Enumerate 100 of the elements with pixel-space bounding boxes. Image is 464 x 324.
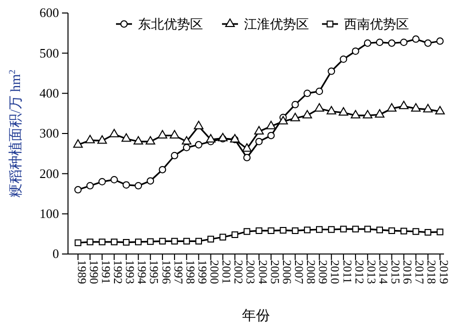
point [244, 228, 250, 235]
point [267, 132, 275, 140]
point [146, 177, 154, 185]
x-tick-label: 2019 [436, 260, 451, 284]
x-tick-label: 2006 [280, 260, 294, 284]
point [266, 120, 276, 130]
point [121, 133, 132, 142]
point [147, 238, 154, 245]
x-tick-label: 1997 [171, 260, 186, 284]
point [316, 88, 324, 96]
point [232, 231, 238, 238]
point [328, 68, 336, 75]
point [280, 226, 286, 234]
point [170, 130, 180, 138]
point [85, 134, 95, 144]
point [182, 144, 190, 152]
point [340, 226, 347, 232]
x-tick-label: 2013 [364, 260, 378, 284]
point [195, 238, 202, 244]
point [110, 238, 118, 246]
point [98, 238, 106, 246]
point [74, 186, 82, 194]
point [73, 139, 83, 148]
point [374, 109, 384, 118]
point [243, 154, 251, 162]
point [110, 176, 118, 184]
y-tick-label: 200 [40, 166, 59, 181]
point [86, 238, 94, 246]
point [170, 152, 178, 160]
point [362, 110, 372, 118]
point [376, 38, 384, 46]
point [338, 107, 348, 116]
point [86, 182, 94, 190]
point [74, 239, 82, 246]
point [122, 181, 130, 189]
point [435, 106, 445, 114]
y-tick-label: 500 [40, 45, 59, 60]
point [388, 227, 396, 234]
point [386, 103, 397, 112]
x-tick-label: 2000 [208, 260, 222, 284]
point [242, 143, 252, 152]
point [158, 166, 166, 174]
point [254, 126, 264, 134]
point [194, 120, 204, 130]
x-tick-label: 1990 [86, 260, 101, 284]
point [292, 227, 299, 234]
y-tick-label: 400 [40, 85, 59, 100]
point [352, 47, 360, 55]
point [436, 228, 444, 236]
point [400, 228, 408, 234]
x-tick-label: 2012 [352, 260, 366, 284]
point [134, 136, 144, 145]
point [399, 100, 409, 110]
point [278, 116, 288, 124]
x-tick-label: 2016 [400, 260, 415, 284]
y-tick-label: 0 [52, 246, 59, 262]
x-tick-label: 2018 [424, 260, 439, 284]
x-tick-label: 2003 [244, 260, 258, 284]
point [340, 56, 348, 63]
x-tick-label: 1989 [74, 260, 89, 284]
point [122, 239, 130, 246]
point [314, 103, 324, 112]
point [98, 178, 106, 186]
x-tick-label: 2010 [328, 260, 342, 284]
point [423, 104, 433, 112]
x-tick-label: 2001 [220, 260, 234, 284]
x-tick-label: 1992 [111, 260, 125, 284]
x-tick-label: 2005 [268, 260, 282, 284]
point [436, 37, 444, 45]
x-tick-label: 2004 [256, 260, 270, 284]
point [219, 234, 226, 240]
x-tick-label: 2015 [388, 260, 403, 284]
point [290, 112, 300, 122]
point [109, 128, 119, 138]
point [412, 35, 420, 43]
point [206, 134, 216, 143]
legend-label: 东北优势区 [138, 16, 203, 32]
point [302, 110, 312, 118]
point [388, 39, 396, 47]
point [134, 182, 142, 190]
x-tick-label: 2014 [376, 260, 390, 284]
y-tick-label: 600 [40, 5, 59, 20]
point [304, 226, 311, 234]
point [411, 103, 421, 112]
point [207, 236, 214, 242]
x-tick-label: 2009 [316, 260, 330, 284]
x-tick-label: 1991 [98, 260, 113, 284]
y-tick-label: 300 [40, 126, 59, 141]
legend-label: 西南优势区 [344, 16, 409, 32]
point [97, 135, 107, 144]
point [256, 227, 262, 234]
x-tick-label: 1994 [135, 260, 150, 284]
point [400, 38, 408, 46]
x-tick-label: 1996 [159, 260, 174, 284]
point [304, 90, 311, 98]
point [326, 106, 336, 114]
point [159, 238, 166, 244]
point [268, 227, 274, 234]
point [412, 228, 420, 235]
point [424, 39, 432, 47]
